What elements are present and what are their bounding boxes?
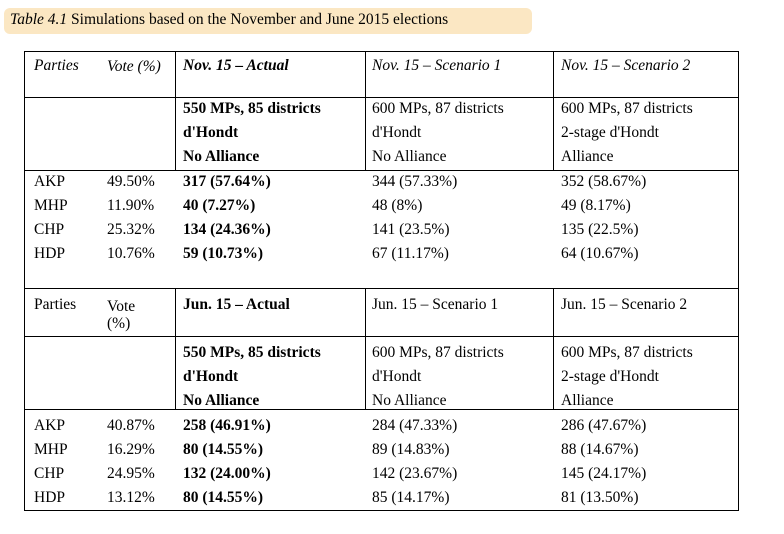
nov-header-scenario2: Nov. 15 – Scenario 2	[561, 57, 691, 74]
jun-s2: 145 (24.17%)	[561, 465, 647, 482]
nov-config-s1-1: 600 MPs, 87 districts	[372, 100, 504, 117]
jun-config-s1-3: No Alliance	[372, 392, 447, 409]
jun-header-scenario2: Jun. 15 – Scenario 2	[561, 296, 688, 313]
col-rule	[175, 288, 176, 409]
jun-config-s1-2: d'Hondt	[372, 368, 422, 385]
jun-vote: 13.12%	[107, 489, 155, 506]
jun-config-s2-3: Alliance	[561, 392, 614, 409]
jun-vote: 16.29%	[107, 441, 155, 458]
rule	[25, 170, 738, 171]
nov-vote: 10.76%	[107, 245, 155, 262]
nov-s2: 64 (10.67%)	[561, 245, 639, 262]
jun-vote: 24.95%	[107, 465, 155, 482]
nov-vote: 25.32%	[107, 221, 155, 238]
nov-s1: 344 (57.33%)	[372, 173, 458, 190]
nov-actual: 40 (7.27%)	[183, 197, 256, 214]
rule	[25, 409, 738, 410]
nov-s2: 49 (8.17%)	[561, 197, 631, 214]
jun-s2: 286 (47.67%)	[561, 417, 647, 434]
col-rule	[553, 52, 554, 170]
nov-party: HDP	[34, 245, 66, 262]
nov-config-actual-1: 550 MPs, 85 districts	[183, 100, 321, 117]
nov-config-s2-2: 2-stage d'Hondt	[561, 124, 659, 141]
col-rule	[175, 52, 176, 170]
nov-s2: 352 (58.67%)	[561, 173, 647, 190]
jun-s1: 89 (14.83%)	[372, 441, 450, 458]
nov-party: CHP	[34, 221, 65, 238]
nov-party: MHP	[34, 197, 68, 214]
nov-config-s1-2: d'Hondt	[372, 124, 422, 141]
rule	[25, 97, 738, 98]
nov-header-vote: Vote (%)	[107, 58, 161, 75]
jun-s1: 85 (14.17%)	[372, 489, 450, 506]
jun-config-actual-3: No Alliance	[183, 392, 260, 409]
nov-s1: 141 (23.5%)	[372, 221, 450, 238]
jun-actual: 258 (46.91%)	[183, 417, 271, 434]
nov-vote: 11.90%	[107, 197, 155, 214]
nov-config-s2-3: Alliance	[561, 148, 614, 165]
nov-config-s1-3: No Alliance	[372, 148, 447, 165]
nov-s2: 135 (22.5%)	[561, 221, 639, 238]
jun-party: MHP	[34, 441, 68, 458]
jun-s1: 142 (23.67%)	[372, 465, 458, 482]
col-rule	[365, 52, 366, 170]
col-rule	[365, 288, 366, 409]
nov-config-actual-2: d'Hondt	[183, 124, 239, 141]
jun-party: AKP	[34, 417, 66, 434]
jun-config-s2-1: 600 MPs, 87 districts	[561, 344, 693, 361]
jun-header-parties: Parties	[34, 296, 77, 313]
jun-header-actual: Jun. 15 – Actual	[183, 296, 290, 313]
nov-s1: 48 (8%)	[372, 197, 423, 214]
nov-config-actual-3: No Alliance	[183, 148, 260, 165]
nov-header-parties: Parties	[34, 57, 79, 74]
nov-actual: 59 (10.73%)	[183, 245, 264, 262]
caption-title: Simulations based on the November and Ju…	[71, 11, 449, 28]
jun-config-s2-2: 2-stage d'Hondt	[561, 368, 659, 385]
jun-config-s1-1: 600 MPs, 87 districts	[372, 344, 504, 361]
jun-vote: 40.87%	[107, 417, 155, 434]
simulation-table: Parties Vote (%) Nov. 15 – Actual Nov. 1…	[24, 51, 739, 511]
nov-header-scenario1: Nov. 15 – Scenario 1	[372, 57, 502, 74]
jun-header-vote: Vote (%)	[107, 298, 136, 332]
jun-actual: 80 (14.55%)	[183, 441, 264, 458]
jun-party: CHP	[34, 465, 65, 482]
nov-s1: 67 (11.17%)	[372, 245, 449, 262]
rule	[25, 336, 738, 337]
table-caption: Table 4.1 Simulations based on the Novem…	[4, 8, 532, 34]
nov-actual: 134 (24.36%)	[183, 221, 271, 238]
jun-config-actual-2: d'Hondt	[183, 368, 239, 385]
jun-s1: 284 (47.33%)	[372, 417, 458, 434]
nov-header-actual: Nov. 15 – Actual	[183, 57, 289, 74]
nov-actual: 317 (57.64%)	[183, 173, 271, 190]
jun-config-actual-1: 550 MPs, 85 districts	[183, 344, 321, 361]
jun-header-scenario1: Jun. 15 – Scenario 1	[372, 296, 499, 313]
rule	[25, 288, 738, 289]
nov-party: AKP	[34, 173, 66, 190]
caption-label: Table 4.1	[10, 11, 68, 28]
jun-party: HDP	[34, 489, 66, 506]
jun-actual: 80 (14.55%)	[183, 489, 264, 506]
col-rule	[553, 288, 554, 409]
jun-s2: 81 (13.50%)	[561, 489, 639, 506]
nov-config-s2-1: 600 MPs, 87 districts	[561, 100, 693, 117]
jun-s2: 88 (14.67%)	[561, 441, 639, 458]
jun-actual: 132 (24.00%)	[183, 465, 271, 482]
nov-vote: 49.50%	[107, 173, 155, 190]
